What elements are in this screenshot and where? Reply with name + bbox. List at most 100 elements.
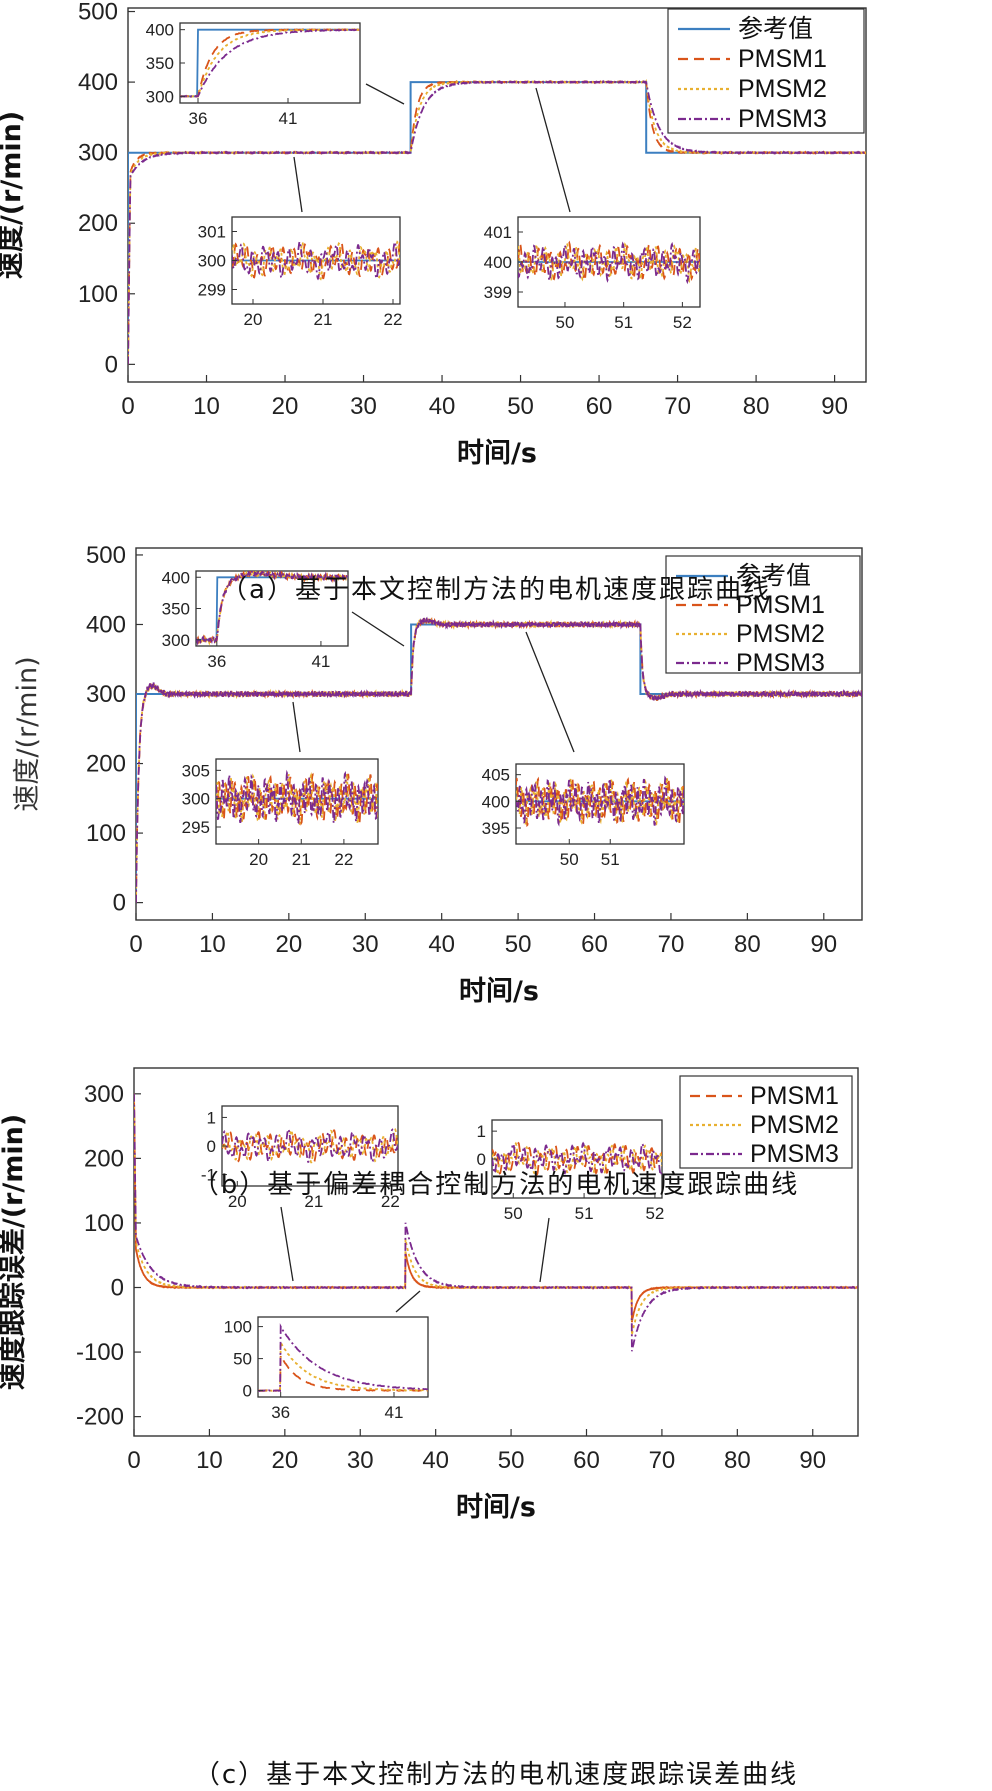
b-xtick-label: 10 [199, 931, 226, 958]
c-i0-inset-ytick-label: -1 [201, 1166, 216, 1185]
c-xtick-label: 10 [196, 1447, 223, 1474]
caption-a: （a）基于本文控制方法的电机速度跟踪曲线 [221, 575, 771, 605]
chart-a: 0 10 20 30 40 50 60 70 80 90 0 100 200 300 400 500 时间/s 速… [0, 0, 867, 469]
a-ref-line [128, 81, 866, 365]
b-pmsm3-line [136, 616, 862, 903]
c-xtick-label: 80 [724, 1447, 751, 1474]
b-i2-inset-pmsm1-line [516, 775, 684, 828]
a-i1-inset-ytick-label: 301 [198, 223, 226, 242]
a-i0-inset-pmsm3-line [180, 28, 360, 98]
c-i1-inset-xtick-label: 51 [575, 1204, 594, 1223]
c-i1-inset-plot [492, 1141, 662, 1177]
c-i2-inset-pmsm2-line [258, 1339, 428, 1392]
b-i1-inset-xtick-label: 21 [292, 850, 311, 869]
b-i0-inset-ytick-label: 350 [162, 600, 190, 619]
c-xtick-label: 70 [649, 1447, 676, 1474]
a-i0-inset-xtick-label: 41 [279, 109, 298, 128]
b-i1-inset-ytick-label: 300 [182, 790, 210, 809]
c-i0-inset-xtick-label: 21 [304, 1192, 323, 1211]
a-i2-inset-xtick-label: 52 [673, 313, 692, 332]
c-xtick-label: 90 [799, 1447, 826, 1474]
a-xtick-label: 30 [350, 393, 377, 420]
a-legend-pmsm3-label: PMSM3 [738, 105, 827, 133]
a-i0-inset-xtick-label: 36 [189, 109, 208, 128]
a-i1-inset-pmsm2-line [232, 240, 400, 281]
c-i2-inset-ytick-label: 0 [243, 1382, 252, 1401]
a-ylabel: 速度/(r/min) [0, 111, 27, 279]
a-i2-inset-ytick-label: 399 [484, 283, 512, 302]
b-i1-inset-ytick-label: 295 [182, 818, 210, 837]
a-i2-inset-pmsm3-line [518, 241, 700, 285]
b-ytick-label: 300 [86, 681, 126, 708]
b-callout-line-1 [351, 611, 405, 647]
a-i0-inset-plot [180, 28, 360, 98]
b-i1-inset-pmsm2-line [216, 771, 378, 826]
a-i1-inset-xtick-label: 21 [314, 310, 333, 329]
b-xtick-label: 20 [275, 931, 302, 958]
c-ytick-label: 0 [111, 1275, 124, 1302]
caption-b: （b）基于偏差耦合控制方法的电机速度跟踪曲线 [193, 1170, 800, 1200]
b-callout-line-2 [292, 701, 301, 753]
c-ytick-label: -200 [76, 1404, 124, 1431]
c-xtick-label: 40 [422, 1447, 449, 1474]
c-i0-inset-xtick-label: 20 [228, 1192, 247, 1211]
a-ytick-label: 400 [78, 69, 118, 96]
a-xtick-label: 80 [743, 393, 770, 420]
b-i1-inset-xtick-label: 20 [249, 850, 268, 869]
b-ytick-label: 100 [86, 820, 126, 847]
c-xtick-label: 60 [573, 1447, 600, 1474]
b-xtick-label: 50 [505, 931, 532, 958]
chart-b: 0 10 20 30 40 50 60 70 80 90 0 100 200 300 400 500 时间/s 速… [12, 542, 863, 1007]
b-i0-inset-pmsm3-line [196, 571, 348, 646]
b-i2-inset-xtick-label: 51 [601, 850, 620, 869]
c-i2-inset-pmsm3-line [258, 1323, 428, 1392]
b-xtick-label: 90 [810, 931, 837, 958]
c-callout-line-2 [539, 1217, 550, 1283]
c-i1-inset-pmsm3-line [492, 1141, 662, 1176]
c-legend-pmsm3-label: PMSM3 [750, 1140, 839, 1168]
c-ytick-label: 300 [84, 1081, 124, 1108]
a-i1-inset-xtick-label: 20 [244, 310, 263, 329]
b-xtick-label: 60 [581, 931, 608, 958]
b-xtick-label: 80 [734, 931, 761, 958]
a-i1-inset-ytick-label: 300 [198, 252, 226, 271]
a-legend-pmsm1-label: PMSM1 [738, 45, 827, 73]
c-i0-inset-plot [222, 1127, 398, 1164]
c-i2-inset-xtick-label: 36 [271, 1403, 290, 1422]
a-pmsm3-line [128, 79, 866, 365]
b-i1-inset-plot [216, 769, 378, 826]
a-legend-pmsm2-label: PMSM2 [738, 75, 827, 103]
a-i1-inset-pmsm1-line [232, 241, 400, 280]
a-i2-inset-ytick-label: 401 [484, 223, 512, 242]
a-xtick-label: 20 [272, 393, 299, 420]
b-i2-inset-ytick-label: 395 [482, 819, 510, 838]
c-legend-pmsm2-label: PMSM2 [750, 1111, 839, 1139]
a-callout-line-3 [535, 87, 571, 213]
c-ytick-label: -100 [76, 1339, 124, 1366]
b-ref-line [136, 623, 862, 903]
a-i2-inset-xtick-label: 51 [614, 313, 633, 332]
a-plot-area [128, 78, 866, 365]
a-i1-inset-xtick-label: 22 [384, 310, 403, 329]
b-i0-inset-xtick-label: 36 [207, 652, 226, 671]
b-i0-inset-ytick-label: 300 [162, 631, 190, 650]
c-i2-inset-ytick-label: 50 [233, 1350, 252, 1369]
b-legend-ref-label: 参考值 [736, 562, 811, 590]
a-xtick-label: 70 [664, 393, 691, 420]
b-ytick-label: 400 [86, 611, 126, 638]
c-i0-inset-ytick-label: 0 [207, 1137, 216, 1156]
a-i2-inset-xtick-label: 50 [556, 313, 575, 332]
b-i0-inset-pmsm2-line [196, 571, 348, 646]
c-xtick-label: 20 [271, 1447, 298, 1474]
b-i1-inset-xtick-label: 22 [334, 850, 353, 869]
a-legend-ref-label: 参考值 [738, 15, 813, 43]
b-xtick-label: 70 [658, 931, 685, 958]
c-i1-inset-ytick-label: 1 [477, 1122, 486, 1141]
b-ytick-label: 200 [86, 751, 126, 778]
b-i0-inset-plot [196, 571, 348, 646]
a-ytick-label: 300 [78, 140, 118, 167]
a-xlabel: 时间/s [457, 438, 537, 469]
c-i1-inset-ytick-label: 0 [477, 1150, 486, 1169]
b-i2-inset-pmsm3-line [516, 775, 684, 827]
c-callout-line-1 [280, 1206, 294, 1282]
